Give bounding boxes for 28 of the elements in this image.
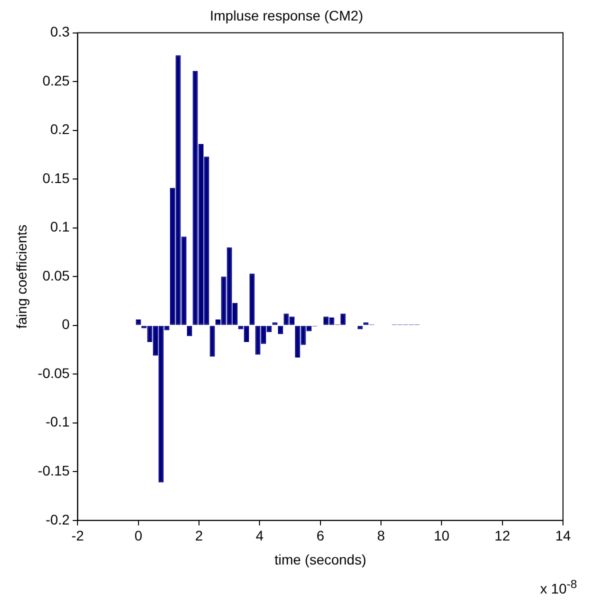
y-tick-label: 0.15 bbox=[42, 170, 70, 186]
x-tick-label: 2 bbox=[195, 528, 204, 544]
y-tick-label: 0.05 bbox=[42, 267, 70, 284]
y-tick-label: 0.25 bbox=[42, 72, 70, 88]
x-tick-label: 0 bbox=[134, 528, 142, 544]
y-tick-label: -0.05 bbox=[38, 364, 70, 381]
y-tick-label: 0.3 bbox=[50, 24, 70, 40]
text: x 10$^{-8}$ bbox=[540, 578, 577, 597]
x-tick-label: 4 bbox=[256, 528, 264, 544]
x-axis-title: time (seconds) bbox=[274, 551, 366, 568]
x-tick-label: 10 bbox=[434, 528, 450, 544]
x-tick-label: 12 bbox=[494, 528, 510, 544]
x-tick-label: 6 bbox=[316, 528, 324, 544]
y-tick-label: -0.2 bbox=[46, 511, 70, 528]
y-axis-title: faing coefficients bbox=[13, 224, 30, 329]
bar bbox=[186, 326, 192, 336]
bar bbox=[210, 326, 215, 357]
y-tick-label: 0 bbox=[62, 316, 70, 332]
x-tick-label: -2 bbox=[71, 528, 84, 544]
y-tick-label: 0.1 bbox=[50, 218, 70, 235]
y-tick-label: -0.15 bbox=[38, 462, 70, 478]
chart-title: Impluse response (CM2) bbox=[210, 7, 364, 24]
x-tick-label: 8 bbox=[377, 528, 386, 544]
y-tick-label: 0.2 bbox=[50, 121, 70, 138]
x-tick-label: 14 bbox=[555, 528, 571, 544]
bar bbox=[340, 314, 346, 325]
y-tick-label: -0.1 bbox=[46, 414, 70, 430]
bar bbox=[250, 274, 255, 325]
